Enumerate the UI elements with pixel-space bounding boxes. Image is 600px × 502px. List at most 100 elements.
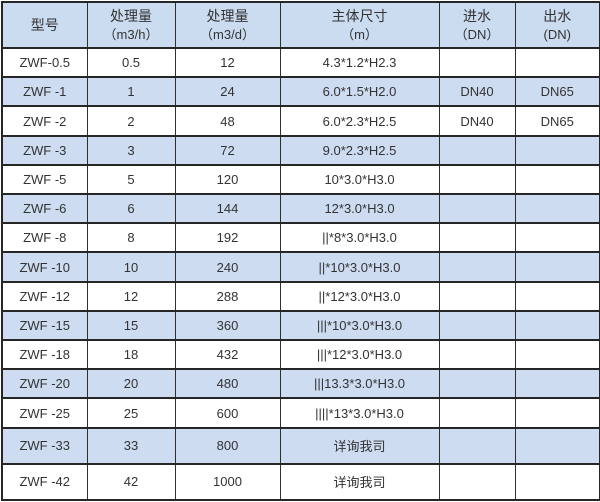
cell-inlet	[438, 397, 516, 429]
cell-outlet	[514, 163, 600, 196]
cell-outlet	[514, 339, 600, 371]
col-header-title: 型号	[30, 16, 59, 33]
cell-capacity-h: 2	[86, 105, 176, 137]
cell-inlet	[438, 222, 516, 254]
cell-outlet	[514, 280, 600, 312]
cell-outlet	[514, 368, 600, 400]
table-row: ZWF -33 33 800 详询我司	[1, 426, 600, 465]
cell-model: ZWF -6	[1, 193, 88, 225]
col-header-title: 出水	[543, 7, 572, 24]
cell-capacity-d: 48	[174, 105, 281, 137]
table-row: ZWF -8 8 192 ||*8*3.0*H3.0	[1, 222, 600, 254]
cell-model: ZWF -2	[1, 105, 88, 137]
cell-dimensions: |||*10*3.0*H3.0	[279, 309, 440, 342]
table-row: ZWF -6 6 144 12*3.0*H3.0	[1, 193, 600, 225]
cell-inlet	[438, 462, 516, 502]
cell-inlet	[438, 368, 516, 400]
cell-inlet	[438, 309, 516, 342]
cell-capacity-d: 72	[174, 134, 281, 166]
cell-dimensions: 10*3.0*H3.0	[279, 163, 440, 196]
table-row: ZWF -18 18 432 |||*12*3.0*H3.0	[1, 339, 600, 371]
cell-inlet	[438, 339, 516, 371]
cell-capacity-d: 24	[174, 76, 281, 108]
col-header-title: 处理量	[206, 7, 249, 24]
cell-model: ZWF -1	[1, 76, 88, 108]
cell-model: ZWF -10	[1, 251, 88, 283]
col-header-title: 主体尺寸	[331, 7, 388, 24]
col-header-capacity-d: 处理量 （m3/d）	[174, 1, 281, 49]
cell-capacity-d: 800	[174, 426, 281, 465]
cell-outlet	[514, 426, 600, 465]
table-row: ZWF -5 5 120 10*3.0*H3.0	[1, 163, 600, 196]
cell-dimensions: |||*12*3.0*H3.0	[279, 339, 440, 371]
col-header-outlet: 出水 (DN)	[514, 1, 600, 49]
col-header-title: 进水	[463, 7, 491, 24]
cell-model: ZWF -25	[1, 397, 88, 429]
col-header-model: 型号	[1, 1, 88, 49]
cell-model: ZWF -12	[1, 280, 88, 312]
table-row: ZWF -42 42 1000 详询我司	[1, 462, 600, 502]
cell-inlet	[438, 193, 516, 225]
cell-dimensions: 6.0*1.5*H2.0	[279, 76, 440, 108]
cell-outlet	[514, 134, 600, 166]
cell-outlet	[514, 193, 600, 225]
cell-model: ZWF -42	[1, 462, 88, 502]
cell-capacity-d: 288	[174, 280, 281, 312]
cell-capacity-h: 20	[86, 368, 176, 400]
cell-capacity-d: 360	[174, 309, 281, 342]
cell-outlet	[514, 222, 600, 254]
cell-dimensions: 6.0*2.3*H2.5	[279, 105, 440, 137]
table-row: ZWF -20 20 480 |||13.3*3.0*H3.0	[1, 368, 600, 400]
cell-inlet	[438, 280, 516, 312]
cell-model: ZWF -20	[1, 368, 88, 400]
cell-dimensions: 4.3*1.2*H2.3	[279, 46, 440, 79]
cell-capacity-h: 1	[86, 76, 176, 108]
table-row: ZWF -3 3 72 9.0*2.3*H2.5	[1, 134, 600, 166]
cell-model: ZWF-0.5	[1, 46, 88, 79]
table-row: ZWF -2 2 48 6.0*2.3*H2.5 DN40 DN65	[1, 105, 600, 137]
cell-inlet: DN40	[438, 76, 516, 108]
cell-inlet	[438, 426, 516, 465]
cell-model: ZWF -3	[1, 134, 88, 166]
cell-dimensions: ||*8*3.0*H3.0	[279, 222, 440, 254]
cell-capacity-d: 192	[174, 222, 281, 254]
col-header-unit: （DN）	[454, 26, 500, 42]
cell-capacity-h: 6	[86, 193, 176, 225]
cell-outlet: DN65	[514, 105, 600, 137]
cell-dimensions: 9.0*2.3*H2.5	[279, 134, 440, 166]
cell-inlet: DN40	[438, 105, 516, 137]
cell-inlet	[438, 134, 516, 166]
cell-capacity-h: 3	[86, 134, 176, 166]
cell-capacity-h: 42	[86, 462, 176, 502]
cell-capacity-d: 240	[174, 251, 281, 283]
cell-model: ZWF -15	[1, 309, 88, 342]
cell-capacity-d: 12	[174, 46, 281, 79]
table-row: ZWF -1 1 24 6.0*1.5*H2.0 DN40 DN65	[1, 76, 600, 108]
cell-capacity-d: 480	[174, 368, 281, 400]
table-row: ZWF -10 10 240 ||*10*3.0*H3.0	[1, 251, 600, 283]
cell-inlet	[438, 251, 516, 283]
table-row: ZWF -12 12 288 ||*12*3.0*H3.0	[1, 280, 600, 312]
cell-capacity-h: 15	[86, 309, 176, 342]
cell-capacity-h: 5	[86, 163, 176, 196]
cell-inlet	[438, 46, 516, 79]
cell-dimensions: 详询我司	[279, 462, 440, 502]
cell-dimensions: ||*12*3.0*H3.0	[279, 280, 440, 312]
col-header-inlet: 进水 （DN）	[438, 1, 516, 49]
cell-outlet	[514, 397, 600, 429]
table-row: ZWF-0.5 0.5 12 4.3*1.2*H2.3	[1, 46, 600, 79]
col-header-dimensions: 主体尺寸 （m）	[279, 1, 440, 49]
cell-capacity-h: 25	[86, 397, 176, 429]
cell-outlet	[514, 46, 600, 79]
cell-dimensions: |||13.3*3.0*H3.0	[279, 368, 440, 400]
col-header-unit: （m3/h）	[103, 26, 159, 42]
cell-capacity-d: 120	[174, 163, 281, 196]
cell-model: ZWF -18	[1, 339, 88, 371]
cell-capacity-h: 10	[86, 251, 176, 283]
cell-capacity-d: 432	[174, 339, 281, 371]
cell-capacity-h: 12	[86, 280, 176, 312]
cell-model: ZWF -33	[1, 426, 88, 465]
col-header-capacity-h: 处理量 （m3/h）	[86, 1, 176, 49]
col-header-title: 处理量	[110, 7, 152, 24]
cell-capacity-h: 18	[86, 339, 176, 371]
